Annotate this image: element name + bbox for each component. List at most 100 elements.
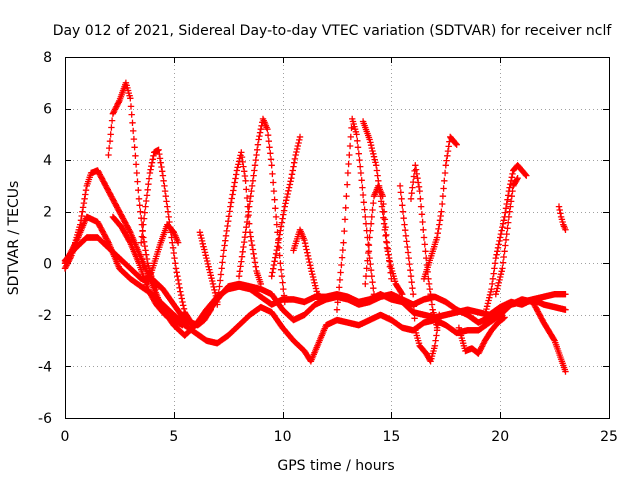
data-point <box>95 220 102 227</box>
data-point <box>269 269 276 276</box>
data-point <box>366 136 373 143</box>
data-point <box>359 184 366 191</box>
data-point <box>232 175 239 182</box>
data-point <box>104 186 111 193</box>
data-point <box>453 141 460 148</box>
data-point <box>243 218 251 226</box>
data-point <box>248 187 255 195</box>
data-point <box>335 291 342 298</box>
data-point <box>257 280 265 288</box>
data-point <box>396 182 404 190</box>
data-point <box>365 242 373 249</box>
data-point <box>369 147 376 155</box>
data-point <box>143 255 151 263</box>
data-point <box>382 232 389 239</box>
data-point <box>201 246 208 253</box>
data-point <box>144 186 151 193</box>
y-tick-labels: -6 -4 -2 0 2 4 6 8 <box>38 50 52 427</box>
data-point <box>375 182 383 190</box>
data-point <box>426 285 433 293</box>
data-point <box>295 139 302 147</box>
data-point <box>435 225 442 233</box>
data-point <box>239 248 246 255</box>
data-point <box>238 153 246 161</box>
data-point <box>291 155 299 163</box>
data-point <box>270 187 278 195</box>
data-point <box>509 187 516 195</box>
data-point <box>131 144 138 151</box>
data-point <box>386 258 394 265</box>
data-point <box>409 285 416 292</box>
data-point <box>370 150 377 157</box>
data-point <box>502 209 509 216</box>
data-point <box>508 193 515 200</box>
data-point <box>217 271 225 278</box>
data-point <box>95 168 102 175</box>
data-point <box>412 162 419 169</box>
data-point <box>205 263 212 270</box>
data-point <box>376 187 383 195</box>
data-point <box>159 172 167 179</box>
data-point <box>108 124 115 131</box>
data-point <box>433 234 441 241</box>
data-point <box>199 240 206 247</box>
data-point <box>379 208 386 215</box>
data-point <box>98 225 105 233</box>
data-point <box>112 104 119 112</box>
plot-frame <box>65 57 610 419</box>
data-point <box>241 238 248 246</box>
data-point <box>378 198 385 205</box>
data-point <box>288 171 296 178</box>
data-point <box>101 179 108 186</box>
data-point <box>79 204 87 211</box>
data-point <box>441 177 448 184</box>
data-point <box>251 162 259 169</box>
data-point <box>533 305 540 312</box>
data-point <box>498 227 505 234</box>
data-point <box>555 203 563 210</box>
data-point <box>79 208 86 215</box>
data-point <box>180 305 188 312</box>
data-point <box>106 190 114 197</box>
data-point <box>163 198 170 205</box>
data-point <box>505 213 513 221</box>
data-point <box>356 156 363 164</box>
data-point <box>240 243 247 251</box>
data-point <box>107 131 114 138</box>
data-point <box>277 223 285 230</box>
data-point <box>280 207 288 214</box>
data-point <box>239 158 246 166</box>
data-point <box>305 255 312 263</box>
data-point <box>206 269 214 276</box>
data-point <box>345 160 352 168</box>
data-point <box>103 236 111 244</box>
data-point <box>170 249 177 257</box>
data-point <box>278 273 286 280</box>
data-point <box>536 311 543 318</box>
data-point <box>222 232 230 239</box>
data-point <box>410 291 417 298</box>
data-point <box>308 268 315 275</box>
data-point <box>343 193 350 200</box>
data-point <box>534 307 541 314</box>
data-point <box>279 215 286 222</box>
series-arc-13 <box>333 115 378 313</box>
data-point <box>370 285 377 292</box>
data-point <box>370 199 377 207</box>
data-point <box>218 265 225 272</box>
data-point <box>399 291 406 298</box>
data-point <box>220 247 227 254</box>
data-point <box>293 148 300 156</box>
data-point <box>250 250 257 257</box>
data-point <box>303 246 310 253</box>
data-point <box>268 273 275 280</box>
data-point <box>414 175 421 182</box>
data-point <box>431 312 438 319</box>
data-point <box>126 227 133 235</box>
data-point <box>399 208 407 215</box>
data-point <box>247 193 254 200</box>
data-point <box>377 193 384 200</box>
data-point <box>269 170 276 178</box>
data-point <box>348 124 355 132</box>
